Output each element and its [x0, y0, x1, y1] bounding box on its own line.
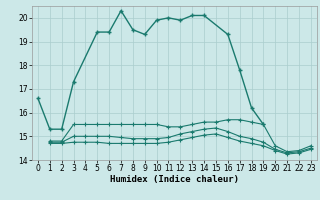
X-axis label: Humidex (Indice chaleur): Humidex (Indice chaleur) — [110, 175, 239, 184]
